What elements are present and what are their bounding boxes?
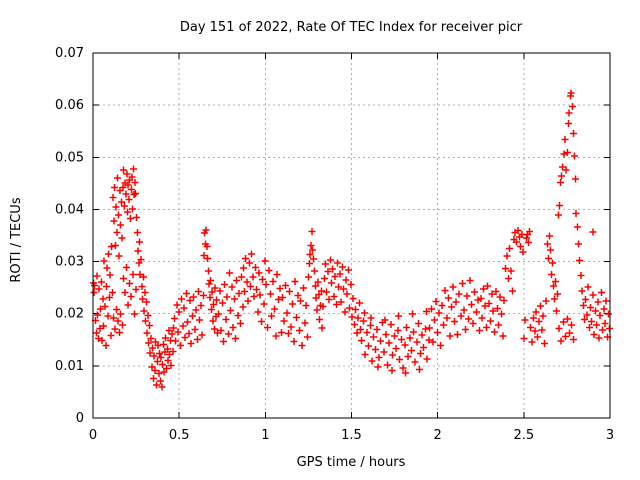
x-tick-label: 2: [434, 428, 442, 443]
y-tick-label: 0.05: [55, 150, 84, 165]
x-tick-label: 1: [261, 428, 269, 443]
y-tick-label: 0: [76, 411, 84, 426]
y-tick-label: 0.07: [55, 46, 84, 61]
y-tick-labels: 0 0.01 0.02 0.03 0.04 0.05 0.06 0.07: [55, 46, 84, 426]
y-tick-label: 0.01: [55, 359, 84, 374]
x-tick-label: 0: [89, 428, 97, 443]
y-tick-label: 0.03: [55, 255, 84, 270]
x-axis-label: GPS time / hours: [297, 455, 406, 470]
plot-border: [92, 52, 611, 419]
y-tick-label: 0.04: [55, 202, 84, 217]
x-tick-labels: 0 0.5 1 1.5 2 2.5 3: [89, 428, 614, 443]
x-tick-label: 0.5: [169, 428, 190, 443]
x-tick-label: 1.5: [341, 428, 362, 443]
x-tick-label: 2.5: [513, 428, 534, 443]
chart-title: Day 151 of 2022, Rate Of TEC Index for r…: [180, 20, 523, 35]
y-axis-label: ROTI / TECUs: [9, 197, 24, 282]
y-tick-label: 0.02: [55, 307, 84, 322]
x-tick-label: 3: [606, 428, 614, 443]
y-tick-label: 0.06: [55, 98, 84, 113]
